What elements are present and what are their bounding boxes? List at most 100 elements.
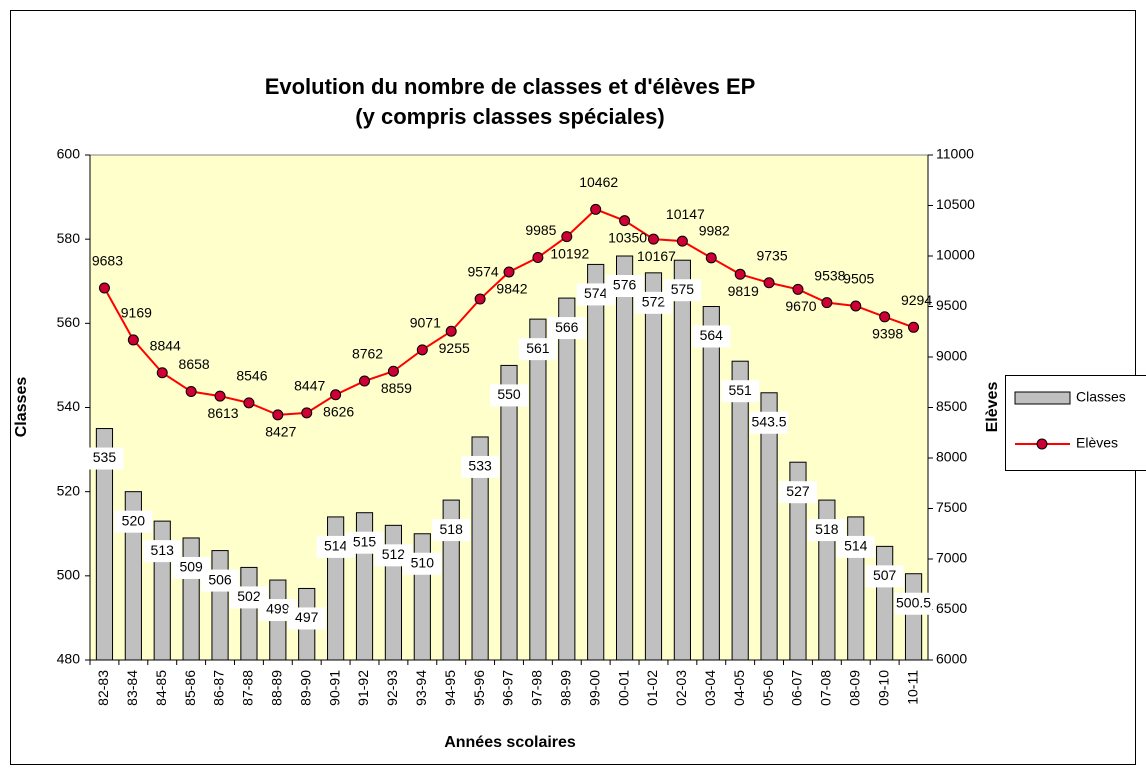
marker — [359, 375, 371, 387]
marker — [590, 203, 602, 215]
value-label-box — [345, 531, 384, 554]
value-label-box — [287, 607, 326, 630]
y2-tick-label: 7500 — [936, 499, 967, 515]
value-label-box — [85, 447, 124, 470]
value-label: 9985 — [525, 222, 556, 238]
value-label-box — [663, 279, 702, 302]
x-tick-label: 93-94 — [413, 670, 429, 706]
value-label: 9294 — [901, 292, 932, 308]
y2-axis-title: Elèves — [984, 382, 1001, 433]
value-label-box — [721, 380, 760, 403]
value-label: 509 — [179, 559, 203, 575]
legend-box — [1005, 375, 1146, 471]
marker — [243, 397, 255, 409]
value-label-box — [750, 411, 789, 434]
bar — [182, 537, 200, 661]
value-label: 520 — [122, 512, 146, 528]
marker — [532, 252, 544, 264]
value-label: 515 — [353, 533, 377, 549]
marker — [792, 283, 804, 295]
value-label-box — [576, 283, 615, 306]
y2-tick-label: 8000 — [936, 449, 967, 465]
value-label-box — [518, 338, 557, 361]
value-label: 9735 — [756, 247, 787, 263]
x-tick-label: 10-11 — [904, 670, 920, 705]
x-tick-label: 82-83 — [95, 670, 111, 706]
value-label: 10462 — [579, 174, 618, 190]
value-label: 535 — [93, 449, 117, 465]
value-label: 9169 — [121, 305, 152, 321]
value-label: 497 — [295, 609, 319, 625]
value-label-box — [403, 552, 442, 575]
bar — [904, 573, 923, 661]
x-tick-label: 02-03 — [673, 670, 689, 706]
value-label-box — [143, 540, 182, 563]
value-label: 506 — [208, 571, 232, 587]
y-tick-label: 580 — [57, 230, 81, 246]
bar — [760, 392, 778, 661]
x-tick-label: 88-89 — [269, 670, 285, 706]
value-label-box — [778, 481, 817, 504]
bar — [500, 364, 518, 661]
value-label-box — [432, 519, 471, 542]
x-tick-label: 96-97 — [500, 670, 516, 706]
value-label: 574 — [584, 285, 608, 301]
y-axis-title: Classes — [13, 377, 30, 438]
value-label-box — [634, 291, 673, 314]
legend-swatch — [1014, 391, 1071, 405]
bar — [95, 428, 114, 661]
value-label: 10167 — [637, 248, 676, 264]
bar — [211, 550, 229, 661]
x-tick-label: 08-09 — [846, 670, 862, 706]
marker — [850, 300, 862, 312]
value-label: 543.5 — [752, 413, 787, 429]
marker — [127, 334, 139, 346]
y2-tick-label: 8500 — [936, 398, 967, 414]
value-label: 9683 — [92, 253, 123, 269]
value-label: 8844 — [150, 337, 181, 353]
value-label-box — [258, 599, 297, 622]
marker — [474, 293, 486, 305]
x-tick-label: 86-87 — [211, 670, 227, 706]
value-label: 566 — [555, 319, 579, 335]
x-tick-label: 95-96 — [471, 670, 487, 706]
bar — [413, 533, 431, 661]
value-label-box — [605, 275, 644, 297]
marker — [272, 409, 284, 421]
marker — [705, 252, 717, 264]
legend: Classes Elèves — [1005, 375, 1146, 471]
marker — [561, 231, 573, 243]
value-label: 551 — [728, 382, 752, 398]
marker — [908, 321, 920, 333]
x-tick-label: 09-10 — [875, 670, 891, 706]
y-tick-label: 600 — [57, 146, 81, 162]
bar — [644, 272, 663, 661]
value-label-box — [692, 325, 731, 348]
bar — [124, 491, 142, 661]
value-label: 518 — [815, 521, 839, 537]
value-label-box — [894, 592, 933, 615]
value-label: 9538 — [814, 267, 845, 283]
value-label-box — [229, 586, 268, 609]
value-label: 9574 — [468, 264, 499, 280]
value-label: 572 — [642, 294, 666, 310]
x-tick-label: 98-99 — [557, 670, 573, 706]
y2-tick-label: 9000 — [936, 348, 967, 364]
marker — [503, 266, 515, 278]
value-label: 8447 — [294, 378, 325, 394]
value-label: 8626 — [323, 403, 354, 419]
chart-title: Evolution du nombre de classes et d'élèv… — [265, 74, 756, 99]
legend-label: Elèves — [1076, 435, 1118, 451]
x-tick-label: 00-01 — [615, 670, 631, 706]
marker — [330, 389, 342, 401]
y2-tick-label: 6000 — [936, 651, 967, 667]
x-tick-label: 85-86 — [182, 670, 198, 706]
value-label-box — [490, 384, 528, 407]
y2-tick-label: 10500 — [936, 196, 975, 212]
x-tick-label: 07-08 — [818, 670, 834, 706]
value-label: 8546 — [236, 368, 267, 384]
x-tick-label: 94-95 — [442, 670, 458, 706]
value-label: 533 — [468, 458, 492, 474]
value-label: 10350 — [608, 229, 647, 245]
